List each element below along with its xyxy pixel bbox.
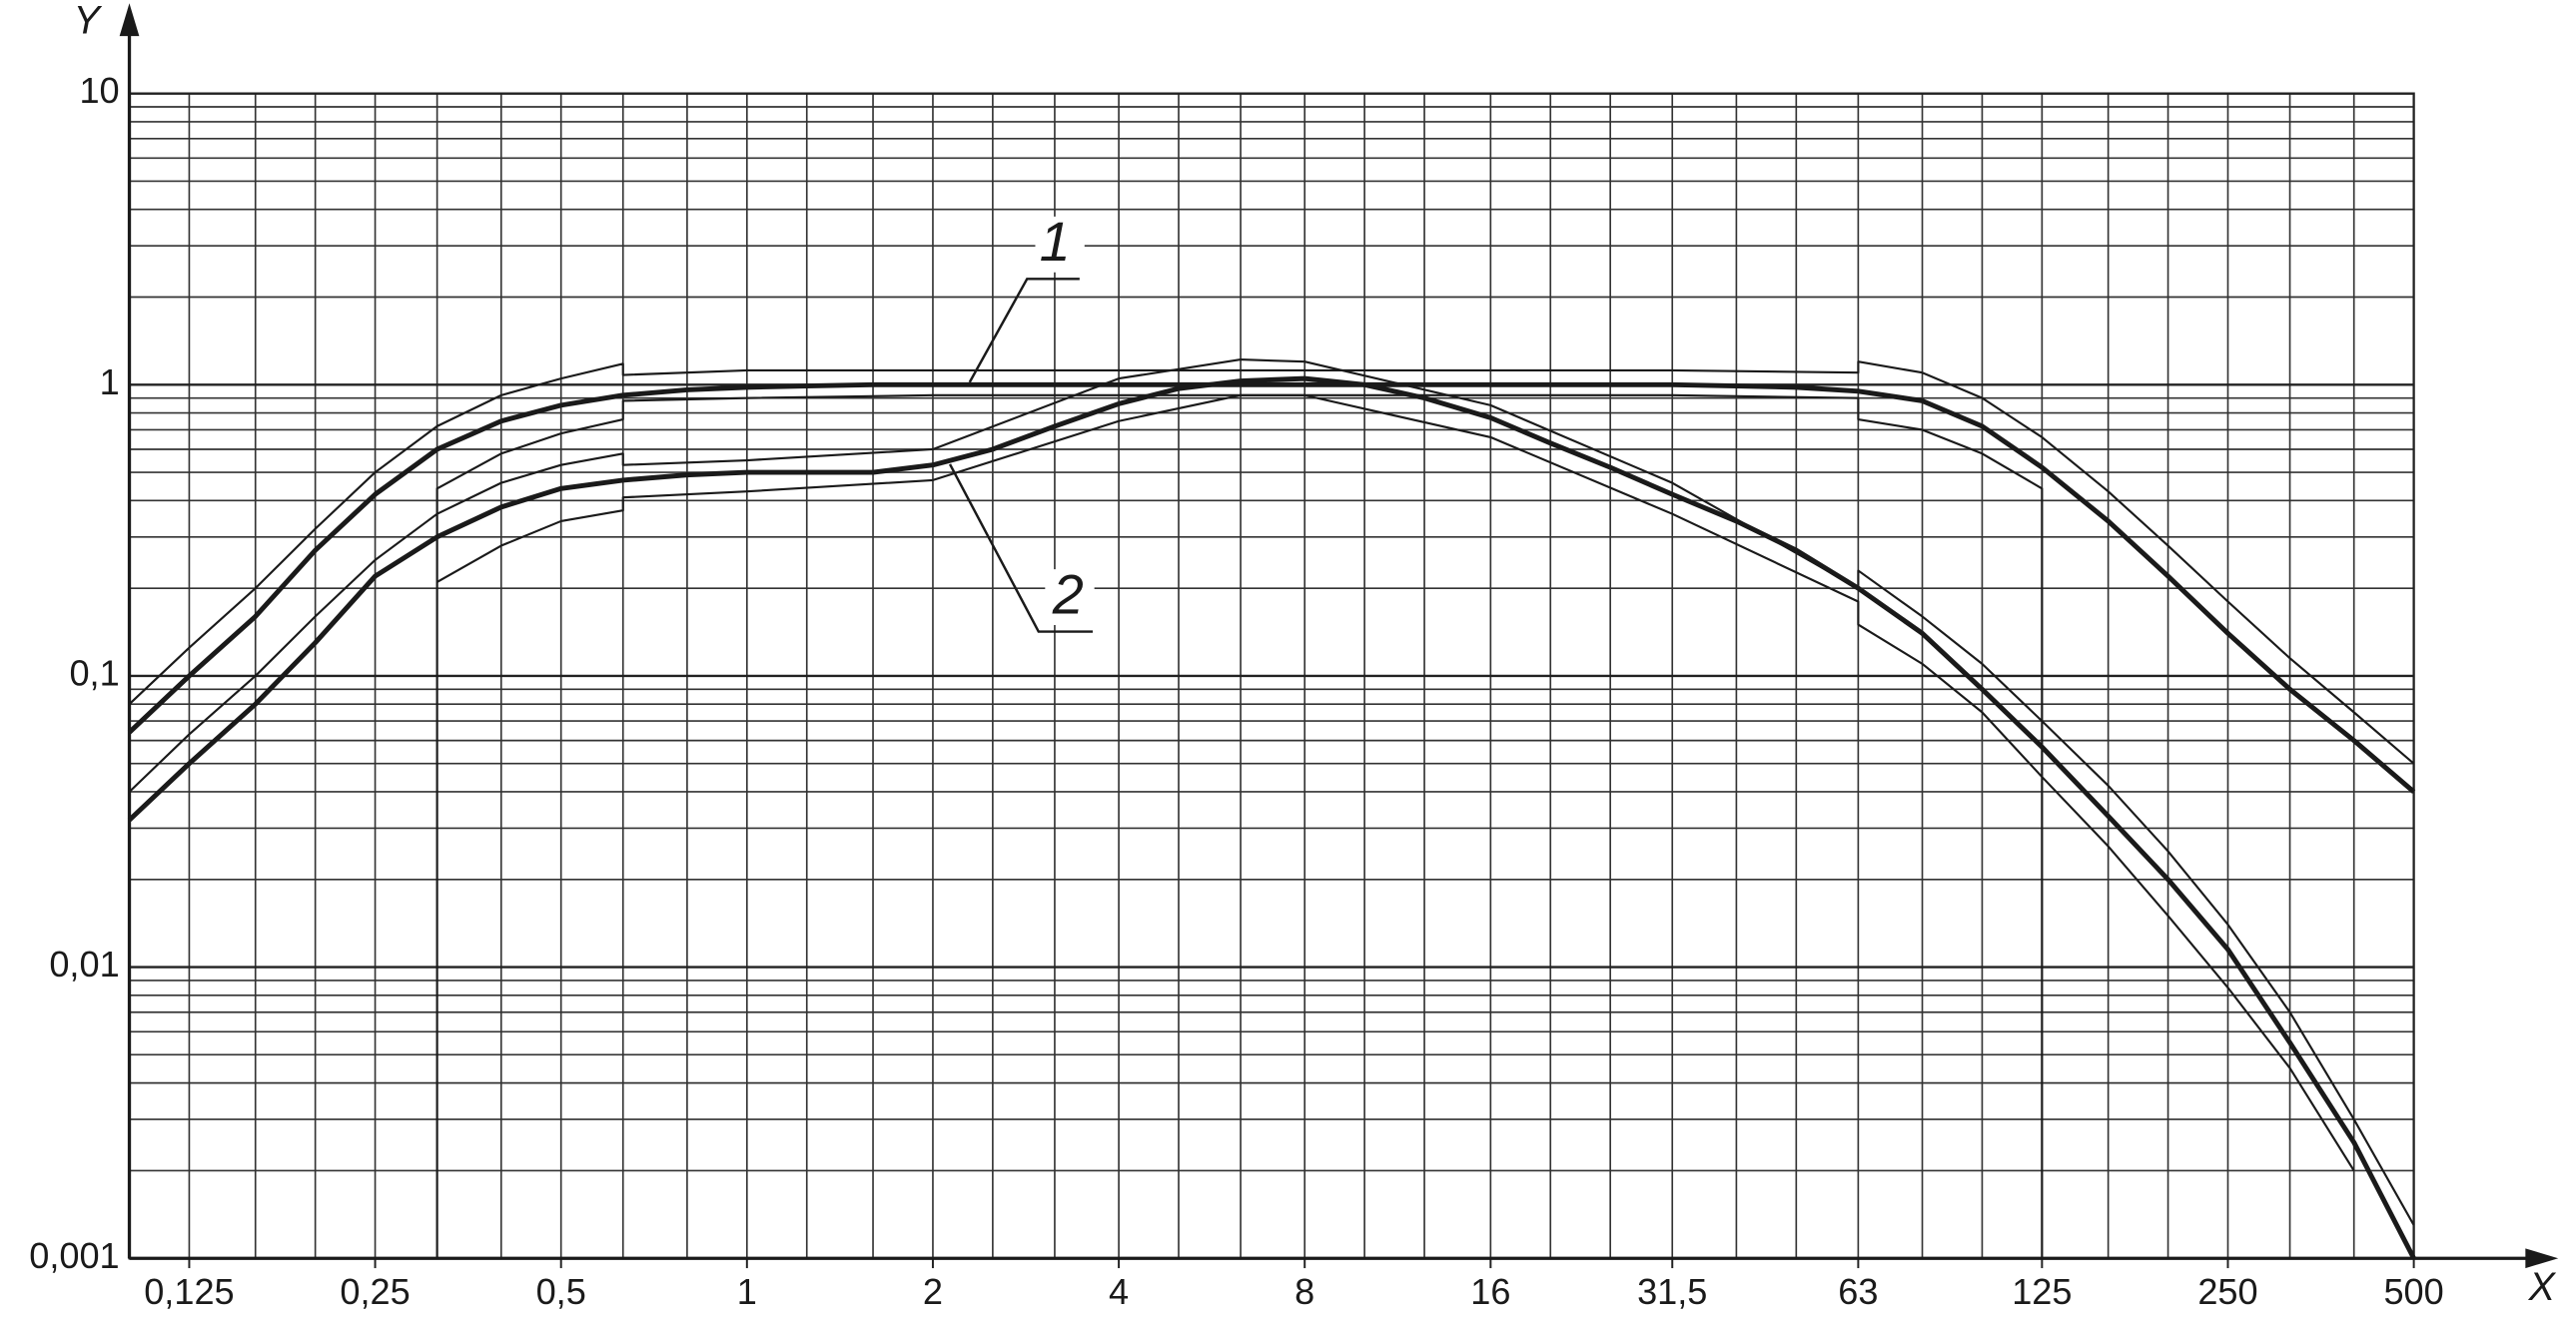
curve [436, 393, 2355, 1171]
curve [128, 360, 2415, 765]
x-tick-label: 0,5 [536, 1271, 586, 1312]
x-tick-label: 1 [737, 1271, 757, 1312]
x-tick-label: 2 [923, 1271, 943, 1312]
x-tick-label: 63 [1838, 1271, 1878, 1312]
y-tick-label: 10 [79, 70, 119, 111]
annotation-leader [968, 278, 1080, 383]
curve [128, 358, 2415, 1226]
y-tick-label: 0,01 [49, 944, 119, 985]
y-tick-label: 0,1 [69, 652, 119, 693]
curves [127, 358, 2416, 1260]
x-tick-label: 8 [1294, 1271, 1314, 1312]
annotation-leader [948, 463, 1093, 633]
y-tick-label: 0,001 [29, 1235, 119, 1276]
x-tick-label: 500 [2383, 1271, 2443, 1312]
grid [128, 92, 2415, 1269]
x-axis-arrow [2525, 1248, 2559, 1269]
x-axis-label: X [2528, 1265, 2557, 1309]
x-tick-label: 125 [2012, 1271, 2072, 1312]
x-tick-label: 16 [1470, 1271, 1510, 1312]
annotation: 2 [1052, 562, 1084, 625]
x-tick-label: 0,25 [340, 1271, 410, 1312]
y-axis-label: Y [74, 0, 103, 42]
curve [435, 393, 2044, 1259]
x-tick-label: 250 [2197, 1271, 2257, 1312]
annotation: 1 [1040, 210, 1071, 273]
annotation-bg [1045, 569, 1095, 625]
x-tick-label: 0,125 [144, 1271, 234, 1312]
y-axis-arrow [119, 3, 140, 37]
x-tick-label: 4 [1109, 1271, 1129, 1312]
curve [127, 381, 2416, 794]
y-tick-label: 1 [100, 361, 120, 402]
x-tick-label: 31,5 [1637, 1271, 1707, 1312]
curve [127, 375, 2416, 1260]
annotation-bg [1035, 216, 1085, 273]
